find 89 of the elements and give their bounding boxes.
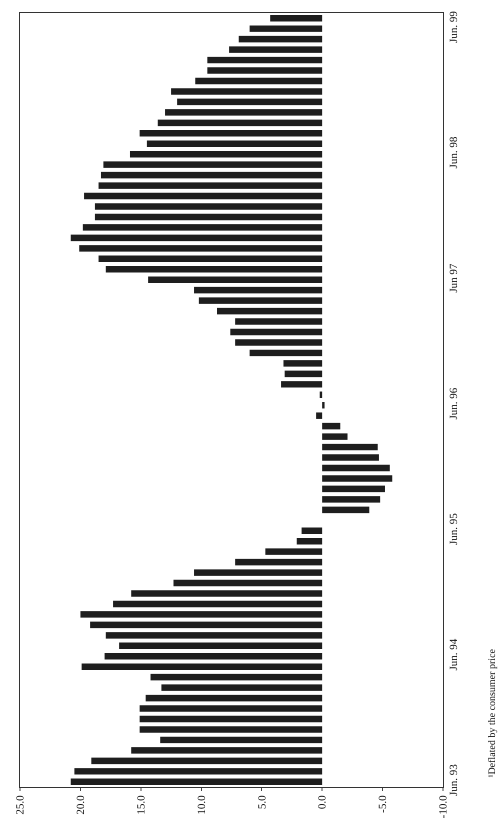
bar <box>84 192 322 200</box>
bar <box>320 392 322 398</box>
bar <box>80 611 322 618</box>
bar <box>217 308 322 314</box>
bar <box>281 381 322 388</box>
bar <box>100 172 322 178</box>
bar <box>140 726 322 733</box>
bar <box>98 182 322 189</box>
bar <box>322 506 370 514</box>
bar <box>270 14 322 22</box>
x-tick-label: 20.0 <box>75 794 88 815</box>
bar <box>322 464 390 472</box>
bar <box>148 276 322 283</box>
bar <box>82 663 322 670</box>
bar <box>322 486 385 492</box>
y-tick-label: Jun. 93 <box>448 764 460 796</box>
x-tick-label: -5.0 <box>377 794 390 813</box>
x-tick-label: 0.0 <box>316 794 329 810</box>
bar <box>171 88 322 95</box>
bar <box>322 454 379 461</box>
x-tick-label: 25.0 <box>14 794 27 815</box>
y-tick-label: Jun. 95 <box>448 512 460 545</box>
bar <box>177 98 322 106</box>
bar <box>98 256 322 262</box>
bar <box>173 580 322 586</box>
bar <box>235 558 322 566</box>
bar <box>229 46 322 53</box>
bar <box>91 758 322 764</box>
bar <box>158 120 322 126</box>
bar <box>103 161 322 168</box>
bar <box>150 674 322 680</box>
bar <box>322 444 378 450</box>
bar <box>207 56 322 64</box>
text: ¹Deflated by the consumer price <box>487 648 498 778</box>
bar <box>70 778 322 786</box>
bar <box>195 78 322 84</box>
y-tick-label: Jun. 98 <box>448 136 460 168</box>
bar <box>82 224 322 231</box>
bar <box>146 140 322 147</box>
bar <box>322 475 392 482</box>
bar <box>302 528 322 534</box>
bar <box>322 433 348 440</box>
bar <box>140 705 322 712</box>
bar <box>106 266 322 272</box>
bar <box>250 25 322 32</box>
bar <box>322 496 380 503</box>
bar <box>74 768 322 775</box>
bar <box>322 422 340 430</box>
bar <box>284 370 322 378</box>
bar <box>94 203 322 210</box>
bar <box>140 130 322 137</box>
bar <box>94 214 322 220</box>
bar <box>161 684 322 691</box>
bar <box>250 350 322 356</box>
bar <box>235 339 322 346</box>
x-tick-label: -10.0 <box>438 794 450 818</box>
bar <box>70 234 322 242</box>
bar <box>119 642 322 650</box>
bar <box>194 569 322 576</box>
bar <box>238 36 322 42</box>
bar <box>146 694 322 702</box>
bar <box>113 600 322 608</box>
bar <box>90 622 322 628</box>
bar <box>79 245 322 252</box>
bar <box>265 548 322 555</box>
x-tick-label: 10.0 <box>196 794 208 815</box>
x-tick-label: 5.0 <box>256 794 268 810</box>
bar <box>131 590 322 597</box>
bar <box>131 747 322 754</box>
bar <box>194 286 322 294</box>
bar <box>104 653 322 660</box>
bar <box>198 297 322 304</box>
bar <box>207 67 322 74</box>
y-tick-label: Jun 97 <box>448 263 460 293</box>
x-tick-label: 15.0 <box>135 794 148 815</box>
bar <box>106 632 322 639</box>
y-tick-label: Jun. 99 <box>448 10 460 43</box>
bar <box>165 109 322 116</box>
bar <box>140 716 322 722</box>
bar <box>296 538 322 544</box>
bar <box>316 412 322 419</box>
bar <box>322 402 325 408</box>
bar <box>160 736 322 744</box>
y-tick-label: Jun. 96 <box>448 387 460 420</box>
bar <box>283 360 322 367</box>
bar <box>230 328 322 336</box>
bar <box>235 318 322 325</box>
bar <box>130 150 322 158</box>
y-tick-label: Jun. 94 <box>448 638 460 670</box>
